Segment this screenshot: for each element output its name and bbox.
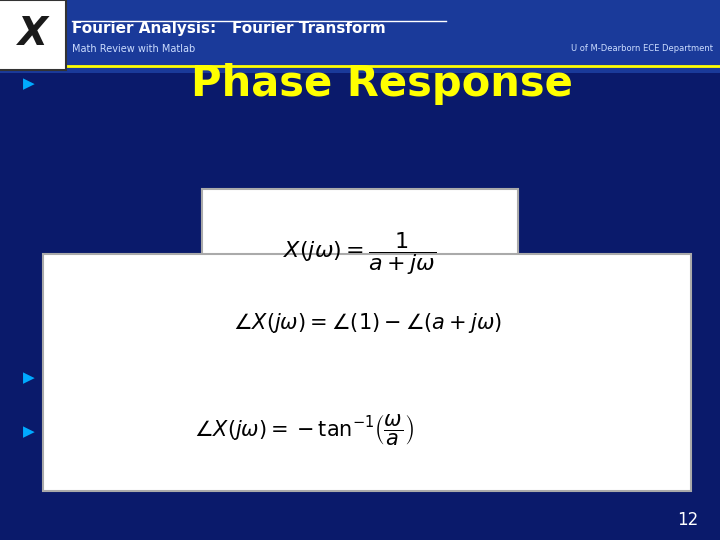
Text: X: X bbox=[18, 15, 48, 53]
Text: $X(j\omega) = \dfrac{1}{a + j\omega}$: $X(j\omega) = \dfrac{1}{a + j\omega}$ bbox=[283, 231, 437, 277]
Text: $\angle X(j\omega) = \angle(1) - \angle(a + j\omega)$: $\angle X(j\omega) = \angle(1) - \angle(… bbox=[233, 310, 502, 335]
FancyBboxPatch shape bbox=[0, 0, 66, 70]
Text: ▶: ▶ bbox=[23, 370, 35, 386]
Text: ▶: ▶ bbox=[23, 76, 35, 91]
Text: Fourier Analysis:   Fourier Transform: Fourier Analysis: Fourier Transform bbox=[72, 21, 386, 36]
Text: $\angle X(j\omega) = -\tan^{-1}\!\left(\dfrac{\omega}{a}\right)$: $\angle X(j\omega) = -\tan^{-1}\!\left(\… bbox=[194, 412, 414, 447]
Text: U of M-Dearborn ECE Department: U of M-Dearborn ECE Department bbox=[571, 44, 713, 53]
FancyBboxPatch shape bbox=[202, 189, 518, 319]
FancyBboxPatch shape bbox=[0, 0, 720, 73]
Text: Math Review with Matlab: Math Review with Matlab bbox=[72, 44, 195, 55]
Text: ▶: ▶ bbox=[23, 424, 35, 440]
FancyBboxPatch shape bbox=[43, 254, 691, 491]
Text: 12: 12 bbox=[677, 511, 698, 529]
Text: Phase Response: Phase Response bbox=[191, 63, 572, 105]
